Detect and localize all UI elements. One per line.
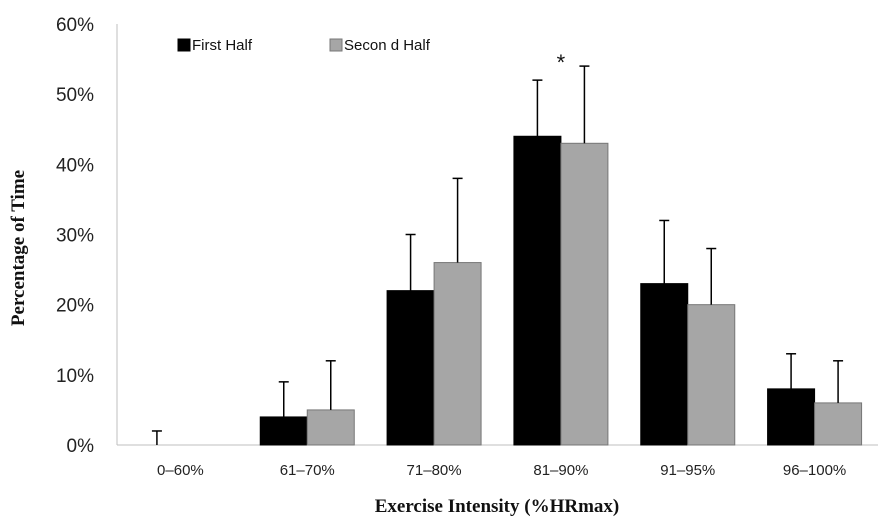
- x-tick-label: 71–80%: [407, 462, 462, 479]
- bar-first-half: [513, 135, 562, 446]
- bar-first-half: [767, 388, 816, 446]
- bar-second-half: [687, 304, 736, 446]
- bar-first-half: [386, 290, 435, 446]
- y-axis-ticks: 0% 10% 20% 30% 40% 50% 60%: [56, 15, 94, 457]
- y-tick-label: 20%: [56, 296, 94, 317]
- x-tick-label: 61–70%: [280, 462, 335, 479]
- legend-label-second-half: Secon d Half: [344, 37, 431, 54]
- bar-second-half: [560, 142, 609, 446]
- bar-first-half: [640, 283, 689, 446]
- bar-first-half: [259, 416, 308, 446]
- legend-swatch-second-half: [329, 38, 343, 52]
- bar-second-half: [433, 262, 482, 446]
- x-tick-label: 91–95%: [660, 462, 715, 479]
- y-tick-label: 0%: [67, 436, 95, 457]
- x-axis-ticks: 0–60% 61–70% 71–80% 81–90% 91–95% 96–100%: [157, 462, 846, 479]
- x-tick-label: 96–100%: [783, 462, 846, 479]
- x-tick-label: 81–90%: [533, 462, 588, 479]
- x-axis-title: Exercise Intensity (%HRmax): [375, 496, 620, 517]
- bar-second-half: [306, 409, 355, 446]
- legend: First Half Secon d Half: [177, 37, 431, 54]
- legend-swatch-first-half: [177, 38, 191, 52]
- bar-second-half: [814, 402, 863, 446]
- y-tick-label: 60%: [56, 15, 94, 36]
- significance-marker: *: [557, 50, 566, 75]
- y-tick-label: 30%: [56, 226, 94, 247]
- y-axis-title: Percentage of Time: [8, 170, 29, 326]
- y-tick-label: 40%: [56, 155, 94, 176]
- y-tick-label: 10%: [56, 366, 94, 387]
- y-tick-label: 50%: [56, 85, 94, 106]
- plot-area: *: [116, 24, 878, 446]
- legend-label-first-half: First Half: [192, 37, 253, 54]
- x-tick-label: 0–60%: [157, 462, 204, 479]
